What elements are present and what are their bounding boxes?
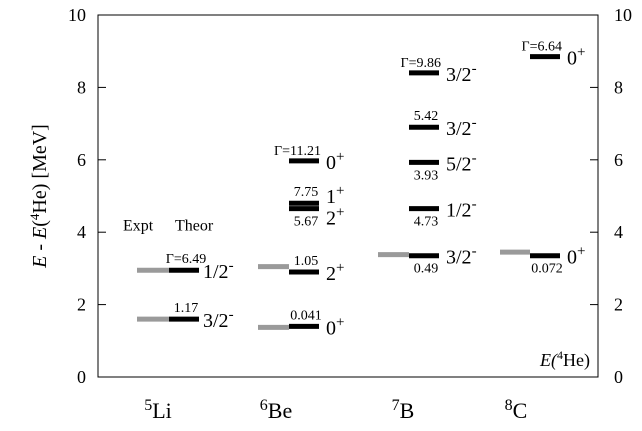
y-tick-label-left: 6 [77,150,86,170]
spin-parity-label: 0+ [326,314,344,339]
spin-parity-label: 3/2- [446,61,477,86]
level-width-label: 5.42 [414,109,439,124]
y-tick-label-right: 0 [614,367,623,387]
y-tick-label-right: 8 [614,77,623,97]
spin-parity-label: 2+ [326,205,344,230]
y-tick-label-right: 6 [614,150,623,170]
nucleus-label: 6Be [260,397,292,424]
spin-parity-label: 2+ [326,260,344,285]
level-width-label: 3.93 [414,168,439,183]
y-tick-label-left: 2 [77,295,86,315]
spin-parity-label: 1+ [326,183,344,208]
spin-parity-label: 1/2- [446,197,477,222]
level-width-label: 0.49 [414,262,439,277]
spin-parity-label: 0+ [567,45,585,70]
spin-parity-label: 0+ [326,149,344,174]
level-width-label: 0.041 [290,308,322,323]
plot-frame [97,14,599,378]
theor-column-header: Theor [175,217,214,234]
y-tick-label-left: 10 [68,5,86,25]
y-tick-label-right: 2 [614,295,623,315]
spin-parity-label: 3/2- [203,307,234,332]
spin-parity-label: 3/2- [446,244,477,269]
y-tick-label-left: 4 [77,222,86,242]
level-width-label: Γ=9.86 [401,56,442,71]
y-tick-label-left: 0 [77,367,86,387]
level-width-label: Γ=11.21 [274,144,321,159]
y-axis-label: E - E(4He) [MeV] [27,124,52,269]
level-width-label: 4.73 [414,215,439,230]
y-tick-label-right: 4 [614,222,623,242]
expt-column-header: Expt [123,217,154,234]
spin-parity-label: 0+ [567,244,585,269]
corner-label: E(4He) [539,348,590,371]
nucleus-label: 7B [392,397,415,424]
level-width-label: 5.67 [294,215,319,230]
y-tick-label-right: 10 [614,5,632,25]
spin-parity-label: 3/2- [446,115,477,140]
nucleus-label: 5Li [144,397,172,424]
nucleus-label: 8C [505,397,528,424]
spin-parity-label: 1/2- [203,258,234,283]
spin-parity-label: 5/2- [446,150,477,175]
level-width-label: Γ=6.49 [166,252,207,267]
level-width-label: 0.072 [531,262,563,277]
y-tick-label-left: 8 [77,77,86,97]
level-width-label: 1.17 [174,301,199,316]
level-width-label: 1.05 [294,254,319,269]
level-width-label: Γ=6.64 [522,40,563,55]
level-width-label: 7.75 [294,185,319,200]
